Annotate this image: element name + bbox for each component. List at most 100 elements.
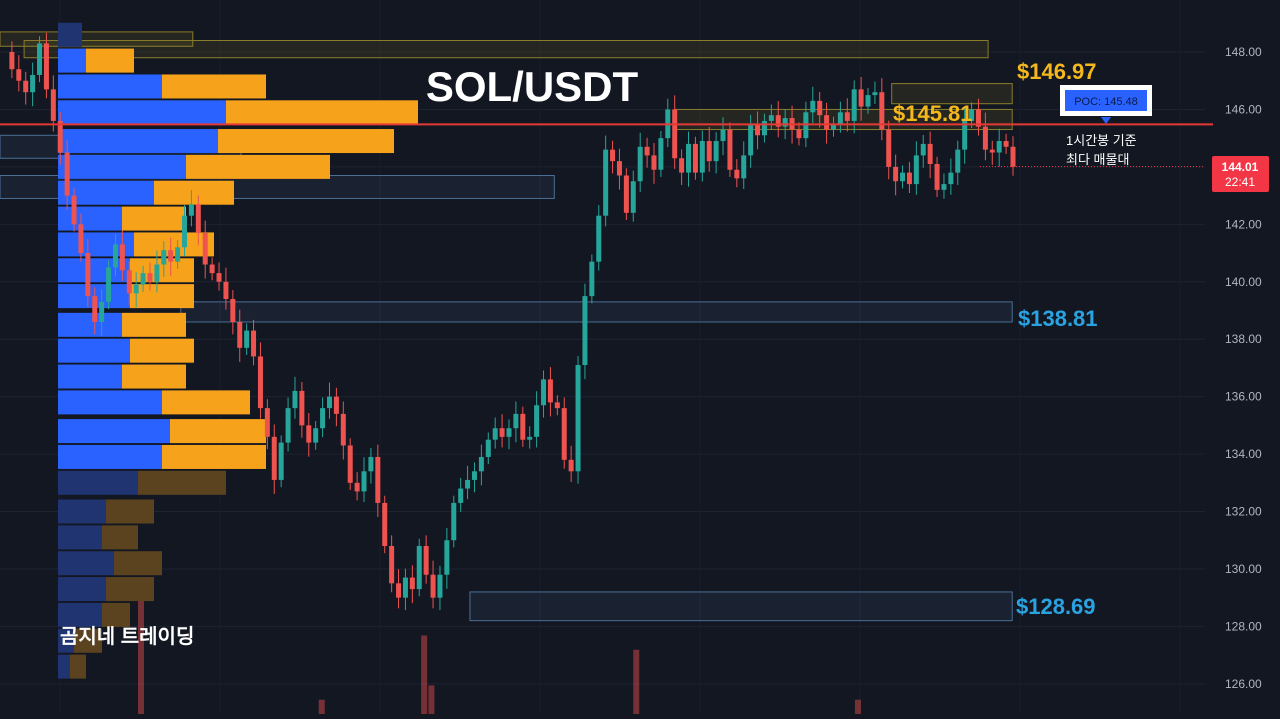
candle-body — [23, 80, 29, 93]
candle-body — [547, 379, 553, 403]
candle-body — [216, 273, 222, 282]
candle-body — [188, 204, 194, 216]
candle-body — [1010, 146, 1016, 167]
last-price-tag-bg — [1212, 156, 1269, 192]
profile-bar-orange — [106, 577, 154, 602]
candle-body — [996, 141, 1002, 153]
candle-body — [658, 138, 664, 170]
candle-body — [237, 321, 243, 348]
y-tick-label: 146.00 — [1225, 102, 1262, 116]
last-price-countdown: 22:41 — [1225, 175, 1255, 189]
candle-body — [734, 169, 740, 179]
y-tick-label: 140.00 — [1225, 275, 1262, 289]
poc-line-group — [0, 123, 1213, 168]
candle-body — [858, 89, 864, 107]
candle-body — [623, 175, 629, 213]
candle-body — [768, 115, 774, 121]
volume-bar — [633, 649, 640, 714]
candle-body — [630, 181, 636, 213]
profile-bar-blue — [58, 129, 218, 154]
candle-body — [78, 224, 84, 254]
candle-body — [651, 155, 657, 170]
candle-body — [934, 164, 940, 190]
level-label-146-97: $146.97 — [1017, 59, 1097, 84]
candle-body — [119, 244, 125, 271]
y-tick-label: 130.00 — [1225, 562, 1262, 576]
y-tick-label: 136.00 — [1225, 390, 1262, 404]
profile-bar-orange — [102, 602, 130, 627]
candle-body — [147, 273, 153, 282]
candle-body — [471, 471, 477, 480]
profile-bar-orange — [218, 129, 394, 154]
profile-bar-blue — [58, 390, 162, 415]
candle-body — [561, 408, 567, 460]
candle-body — [900, 172, 906, 182]
last-price-value: 144.01 — [1222, 160, 1259, 174]
candle-body — [782, 118, 788, 127]
y-tick-label: 142.00 — [1225, 217, 1262, 231]
candle-body — [43, 43, 49, 90]
candle-body — [610, 149, 616, 162]
candle-body — [851, 89, 857, 121]
candle-body — [941, 184, 947, 190]
profile-bar-blue — [58, 525, 102, 550]
zone-box — [891, 83, 1013, 105]
candle-body — [575, 365, 581, 472]
candle-body — [195, 204, 201, 233]
candle-body — [982, 126, 988, 150]
candle-body — [637, 146, 643, 182]
poc-pointer-icon — [1101, 117, 1111, 124]
volume-bar — [421, 635, 428, 714]
candle-body — [375, 456, 381, 503]
profile-bar-orange — [130, 338, 194, 363]
profile-bar-blue — [58, 444, 162, 469]
candle-body — [264, 408, 270, 437]
candle-body — [817, 100, 823, 116]
candle-body — [748, 123, 754, 156]
candle-body — [755, 123, 761, 136]
candle-body — [333, 396, 339, 414]
level-label-138-81: $138.81 — [1018, 306, 1098, 331]
candle-body — [920, 143, 926, 156]
candle-body — [354, 482, 360, 492]
profile-bar-orange — [162, 390, 250, 415]
candle-body — [837, 112, 843, 124]
chart-title: SOL/USDT — [426, 63, 639, 110]
candle-body — [554, 402, 560, 409]
volume-bar — [137, 585, 144, 714]
candle-body — [278, 442, 284, 480]
candle-body — [251, 330, 257, 357]
zone-box — [0, 31, 194, 47]
profile-bar-orange — [122, 364, 186, 389]
profile-bar-orange — [134, 232, 214, 257]
profile-bar-blue — [58, 470, 138, 495]
y-tick-label: 132.00 — [1225, 505, 1262, 519]
y-tick-label: 134.00 — [1225, 447, 1262, 461]
candle-body — [603, 149, 609, 216]
candle-body — [499, 428, 505, 437]
profile-bar-blue — [58, 602, 102, 627]
candle-body — [451, 502, 457, 541]
volume-profile — [58, 22, 418, 679]
profile-bar-blue — [58, 258, 130, 283]
zone-box — [469, 591, 1013, 622]
candle-body — [382, 502, 388, 546]
candle-body — [872, 92, 878, 96]
candle-body — [534, 405, 540, 437]
candle-body — [706, 141, 712, 162]
candle-body — [299, 390, 305, 426]
profile-bar-blue — [58, 364, 122, 389]
candle-body — [340, 413, 346, 446]
candle-body — [444, 540, 450, 575]
profile-bar-blue — [58, 654, 70, 679]
candle-body — [962, 120, 968, 150]
candle-body — [182, 215, 188, 248]
profile-bar-blue — [58, 206, 122, 231]
profile-bar-blue — [58, 154, 186, 179]
profile-bar-blue — [58, 22, 82, 47]
profile-bar-orange — [170, 419, 266, 444]
volume-bar — [318, 699, 325, 714]
candle-body — [727, 129, 733, 170]
candle-body — [541, 379, 547, 406]
